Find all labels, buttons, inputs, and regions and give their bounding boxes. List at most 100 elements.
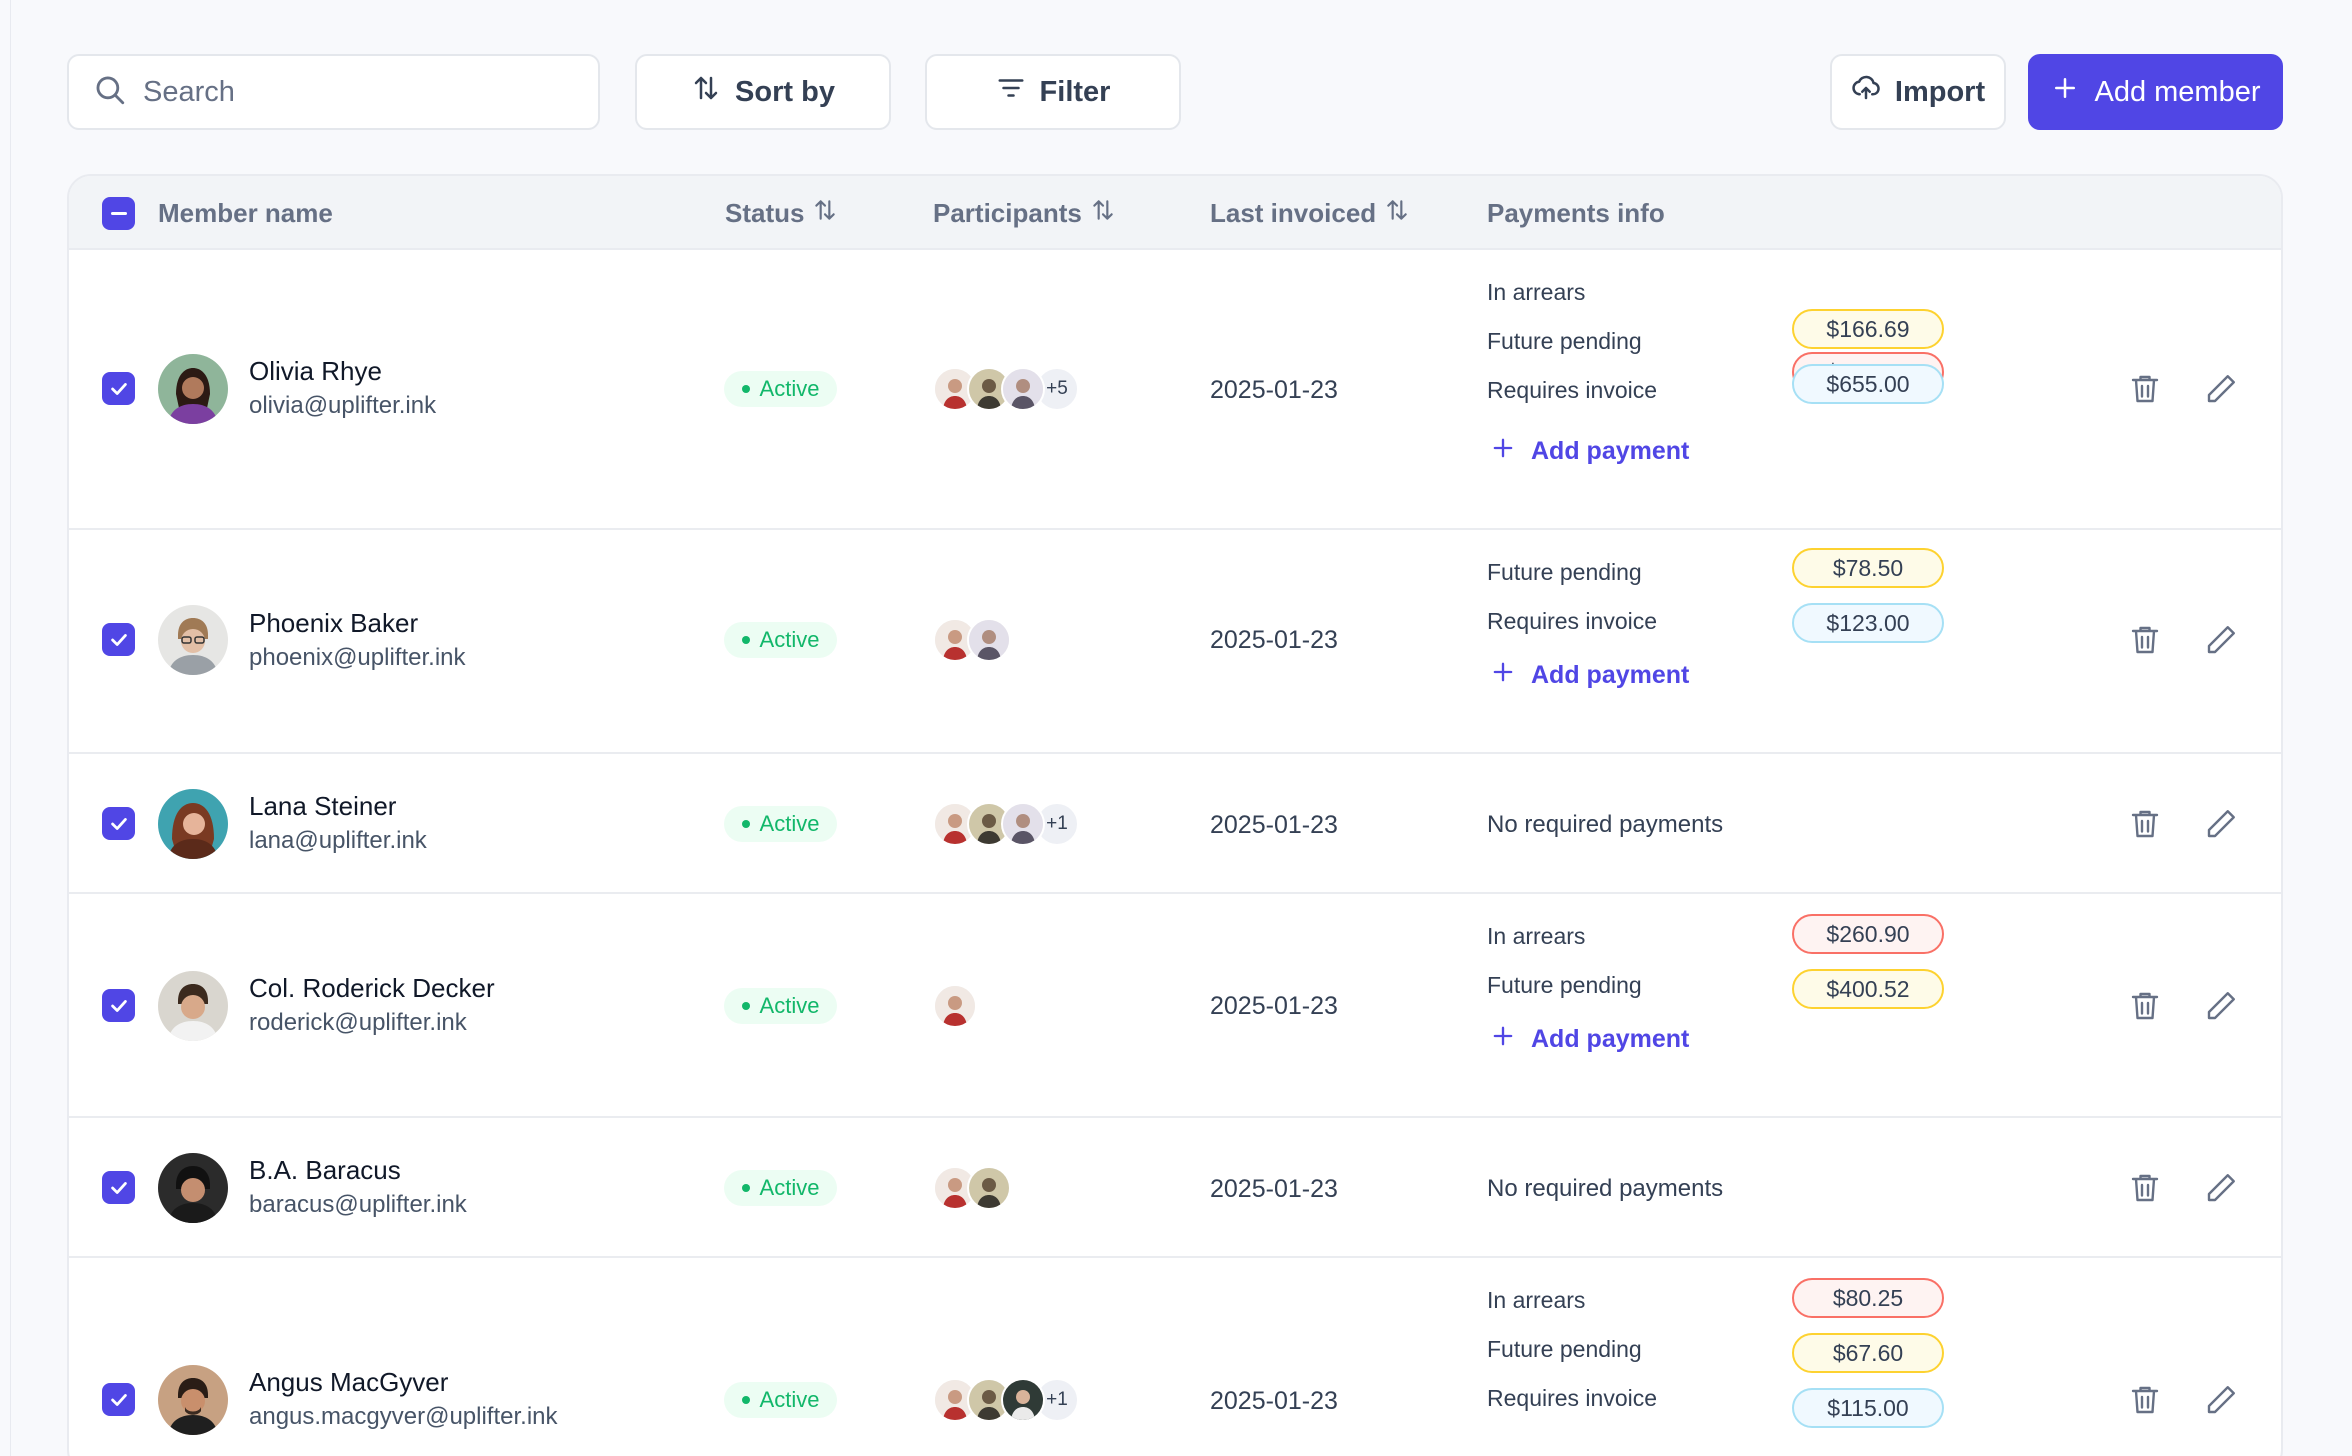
- import-button[interactable]: Import: [1830, 54, 2006, 130]
- no-payments-text: No required payments: [1487, 1175, 1724, 1202]
- payment-label: Requires invoice: [1487, 608, 1658, 634]
- participant-avatar: [967, 1166, 1011, 1210]
- status-dot-icon: [741, 1396, 750, 1404]
- row-checkbox[interactable]: [102, 1171, 135, 1204]
- column-participants[interactable]: Participants: [933, 176, 1116, 250]
- row-checkbox[interactable]: [102, 1383, 135, 1416]
- edit-member-button[interactable]: [2203, 622, 2239, 658]
- status-badge: Active: [724, 806, 837, 842]
- edit-member-button[interactable]: [2203, 1382, 2239, 1418]
- participants-group[interactable]: [933, 1166, 1011, 1210]
- add-payment-link[interactable]: Add payment: [1489, 658, 1689, 693]
- sort-arrows-icon: [812, 197, 838, 230]
- payment-amount-pending: $67.60: [1792, 1333, 1944, 1373]
- member-email: angus.macgyver@uplifter.ink: [249, 1403, 558, 1430]
- sort-by-label: Sort by: [735, 75, 835, 108]
- edit-member-button[interactable]: [2203, 371, 2239, 407]
- status-dot-icon: [741, 1002, 750, 1010]
- delete-member-button[interactable]: [2127, 988, 2163, 1024]
- filter-button[interactable]: Filter: [925, 54, 1181, 130]
- edit-member-button[interactable]: [2203, 1170, 2239, 1206]
- payment-amount-invoice: $115.00: [1792, 1388, 1944, 1428]
- add-payment-link[interactable]: Add payment: [1489, 434, 1689, 469]
- participant-avatar: [1001, 802, 1045, 846]
- status-badge: Active: [724, 988, 837, 1024]
- participants-group[interactable]: [933, 984, 977, 1028]
- member-name: Olivia Rhye: [249, 356, 382, 386]
- trash-icon: [2127, 622, 2163, 658]
- column-last-invoiced[interactable]: Last invoiced: [1210, 176, 1410, 250]
- payment-amount-arrears: $260.90: [1792, 914, 1944, 954]
- minus-icon: [110, 212, 127, 215]
- participant-avatar: [967, 367, 1011, 411]
- filter-lines-icon: [996, 73, 1026, 111]
- add-member-button[interactable]: Add member: [2028, 54, 2283, 130]
- add-payment-link[interactable]: Add payment: [1489, 1022, 1689, 1057]
- payment-amount-invoice: $655.00: [1792, 364, 1944, 404]
- delete-member-button[interactable]: [2127, 1170, 2163, 1206]
- payment-label: In arrears: [1487, 1287, 1586, 1313]
- last-invoiced-date: 2025-01-23: [1210, 811, 1338, 839]
- last-invoiced-date: 2025-01-23: [1210, 376, 1338, 404]
- payment-label: Requires invoice: [1487, 377, 1658, 403]
- search-box[interactable]: [67, 54, 600, 130]
- participants-group[interactable]: +5: [933, 367, 1079, 411]
- member-email: lana@uplifter.ink: [249, 827, 427, 854]
- column-payments-info: Payments info: [1487, 197, 1665, 228]
- trash-icon: [2127, 1382, 2163, 1418]
- avatar: [158, 789, 228, 859]
- member-email: phoenix@uplifter.ink: [249, 644, 466, 671]
- delete-member-button[interactable]: [2127, 1382, 2163, 1418]
- payment-label: Future pending: [1487, 1336, 1642, 1362]
- delete-member-button[interactable]: [2127, 806, 2163, 842]
- participant-avatar: [933, 618, 977, 662]
- pencil-icon: [2203, 622, 2239, 658]
- sort-by-button[interactable]: Sort by: [635, 54, 891, 130]
- participant-avatar: [1001, 367, 1045, 411]
- member-name: Col. Roderick Decker: [249, 973, 495, 1003]
- pencil-icon: [2203, 988, 2239, 1024]
- table-row: B.A. Baracus baracus@uplifter.ink Active…: [69, 1118, 2281, 1258]
- page-edge-line: [10, 0, 11, 1456]
- delete-member-button[interactable]: [2127, 371, 2163, 407]
- row-checkbox[interactable]: [102, 372, 135, 405]
- participants-group[interactable]: +1: [933, 802, 1079, 846]
- pencil-icon: [2203, 806, 2239, 842]
- search-input[interactable]: [143, 75, 563, 109]
- edit-member-button[interactable]: [2203, 806, 2239, 842]
- payment-amount-invoice: $123.00: [1792, 603, 1944, 643]
- cloud-upload-icon: [1851, 73, 1881, 111]
- row-checkbox[interactable]: [102, 623, 135, 656]
- payment-amount-arrears: $80.25: [1792, 1278, 1944, 1318]
- last-invoiced-date: 2025-01-23: [1210, 1175, 1338, 1203]
- participants-group[interactable]: +1: [933, 1378, 1079, 1422]
- avatar: [158, 605, 228, 675]
- payment-label: Future pending: [1487, 972, 1642, 998]
- sort-arrows-icon: [691, 73, 721, 111]
- trash-icon: [2127, 988, 2163, 1024]
- avatar: [158, 1153, 228, 1223]
- row-checkbox[interactable]: [102, 807, 135, 840]
- pencil-icon: [2203, 371, 2239, 407]
- member-name: Angus MacGyver: [249, 1367, 449, 1397]
- row-checkbox[interactable]: [102, 989, 135, 1022]
- table-row: Col. Roderick Decker roderick@uplifter.i…: [69, 894, 2281, 1118]
- table-row: Phoenix Baker phoenix@uplifter.ink Activ…: [69, 530, 2281, 754]
- no-payments-text: No required payments: [1487, 811, 1724, 838]
- member-email: baracus@uplifter.ink: [249, 1191, 467, 1218]
- status-badge: Active: [724, 1170, 837, 1206]
- table-header: Member name Status Participants Last inv…: [69, 176, 2281, 250]
- participant-avatar: [933, 984, 977, 1028]
- payment-label: In arrears: [1487, 279, 1586, 305]
- avatar: [158, 1365, 228, 1435]
- search-icon: [93, 73, 127, 112]
- sort-arrows-icon: [1090, 197, 1116, 230]
- participants-group[interactable]: [933, 618, 1011, 662]
- trash-icon: [2127, 371, 2163, 407]
- edit-member-button[interactable]: [2203, 988, 2239, 1024]
- select-all-checkbox[interactable]: [102, 197, 135, 230]
- delete-member-button[interactable]: [2127, 622, 2163, 658]
- plus-icon: [2050, 73, 2080, 111]
- column-status[interactable]: Status: [725, 176, 838, 250]
- plus-icon: [1489, 1022, 1517, 1057]
